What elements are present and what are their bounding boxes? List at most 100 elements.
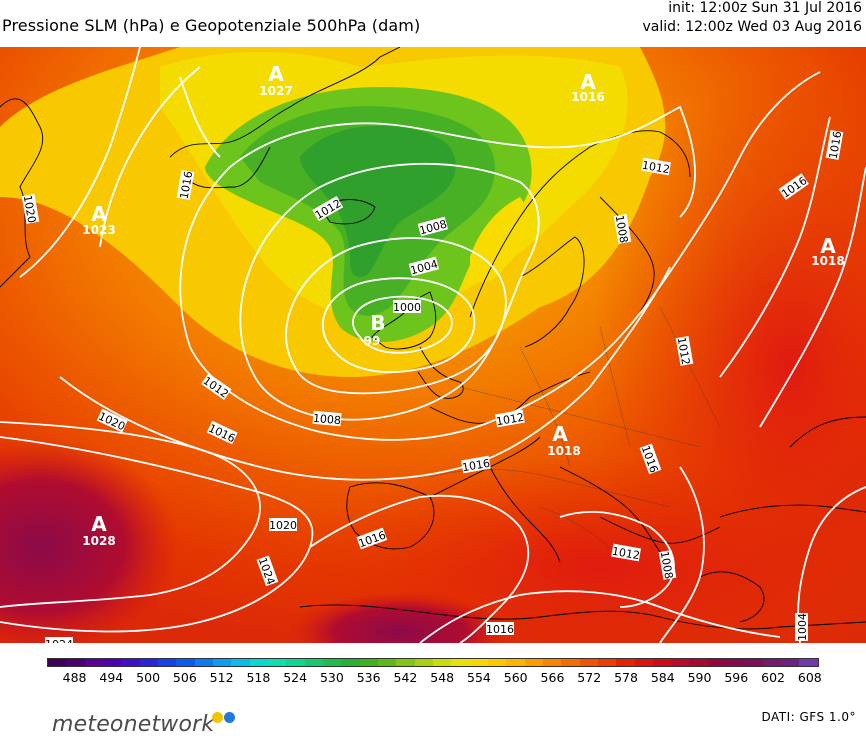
colorbar-tick-label: 548 — [430, 670, 455, 685]
isobar-label: 1012 — [675, 336, 693, 366]
logo-dot-yellow — [212, 712, 223, 723]
colorbar-swatch — [524, 659, 543, 666]
colorbar-swatch — [762, 659, 782, 666]
southwest-high-geopotential — [0, 437, 180, 643]
pressure-centers: A 1027 A 1016 A 1023 A 1018 B 99 A 1018 … — [82, 62, 844, 548]
isobar-label: 1004 — [796, 613, 809, 641]
colorbar-swatch — [689, 659, 708, 666]
colorbar-swatch — [84, 659, 103, 666]
colorbar-swatch — [726, 659, 745, 666]
isobar-label: 1012 — [495, 411, 525, 429]
colorbar-tick-label: 578 — [614, 670, 638, 685]
high-symbol: A — [268, 62, 284, 86]
isobar-label: 1016 — [486, 623, 514, 636]
colorbar-swatch — [781, 659, 800, 666]
colorbar-swatch — [671, 659, 690, 666]
colorbar-swatch — [249, 659, 268, 666]
isobar-label: 1016 — [461, 457, 491, 475]
colorbar-swatch — [341, 659, 360, 666]
center-value: 99 — [364, 334, 381, 348]
run-info: init: 12:00z Sun 31 Jul 2016 valid: 12:0… — [643, 0, 863, 37]
isobar-label: 1008 — [312, 412, 341, 427]
isobar-label: 1024 — [45, 638, 73, 643]
isobar-label: 1020 — [269, 519, 297, 532]
center-value: 1018 — [547, 444, 580, 458]
colorbar-swatch — [304, 659, 323, 666]
colorbar-swatch — [542, 659, 562, 666]
low-symbol: B — [370, 311, 385, 335]
colorbar-tick-label: 596 — [724, 670, 749, 685]
isobar-label: 1020 — [21, 194, 39, 224]
colorbar-swatch — [432, 659, 452, 666]
colorbar-swatch — [139, 659, 158, 666]
high-symbol: A — [580, 70, 596, 94]
center-value: 1027 — [259, 84, 292, 98]
colorbar-swatch — [102, 659, 122, 666]
colorbar-tick-label: 506 — [172, 670, 197, 685]
colorbar-swatch — [176, 659, 195, 666]
colorbar-swatch — [396, 659, 415, 666]
isobar-labels: 1016 1020 1012 1008 1004 1000 1012 1016 … — [21, 129, 845, 643]
colorbar-swatch — [744, 659, 763, 666]
isobar-label: 1012 — [611, 545, 641, 563]
chart-title: Pressione SLM (hPa) e Geopotenziale 500h… — [2, 16, 421, 35]
colorbar-tick-label: 512 — [209, 670, 234, 685]
colorbar-tick-label: 554 — [467, 670, 491, 685]
colorbar-tick-label: 530 — [319, 670, 344, 685]
colorbar-swatch — [267, 659, 287, 666]
isobars — [0, 47, 866, 643]
colorbar-swatch — [359, 659, 378, 666]
coastlines — [0, 47, 866, 630]
center-value: 1028 — [82, 534, 115, 548]
colorbar-tick-label: 590 — [687, 670, 712, 685]
colorbar-swatch — [597, 659, 617, 666]
high-symbol: A — [820, 234, 836, 258]
colorbar-swatch — [634, 659, 653, 666]
colorbar-swatch — [469, 659, 488, 666]
colorbar-swatch — [121, 659, 140, 666]
colorbar-tick-label: 584 — [650, 670, 675, 685]
init-time: init: 12:00z Sun 31 Jul 2016 — [668, 0, 862, 16]
colorbar-swatch — [66, 659, 85, 666]
center-value: 1018 — [811, 254, 844, 268]
isobar-label: 1012 — [641, 159, 671, 177]
valid-time: valid: 12:00z Wed 03 Aug 2016 — [642, 19, 863, 35]
colorbar-tick-label: 572 — [577, 670, 602, 685]
colorbar-swatch — [561, 659, 580, 666]
colorbar-swatch — [48, 659, 67, 666]
data-source: DATI: GFS 1.0° — [761, 710, 856, 724]
isobar-label: 1016 — [827, 130, 845, 160]
colorbar-tick-label: 488 — [62, 670, 87, 685]
colorbar-swatch — [286, 659, 305, 666]
colorbar-swatch — [322, 659, 342, 666]
isobar-label: 1008 — [658, 550, 676, 580]
colorbar-swatch — [652, 659, 672, 666]
norway-yellow — [470, 197, 528, 283]
colorbar-swatch — [414, 659, 433, 666]
isobar-label: 1008 — [613, 214, 631, 244]
high-symbol: A — [552, 422, 568, 446]
colorbar-tick-label: 602 — [761, 670, 785, 685]
colorbar-swatch — [212, 659, 232, 666]
colorbar-tick-label: 494 — [99, 670, 124, 685]
colorbar-tick-label: 500 — [136, 670, 161, 685]
colorbar-swatch — [707, 659, 727, 666]
weather-map: 1016 1020 1012 1008 1004 1000 1012 1016 … — [0, 47, 866, 643]
colorbar-swatch — [157, 659, 177, 666]
colorbar-tick-labels: 488 494 500 506 512 518 524 530 536 542 548 554 560 5… — [47, 670, 822, 686]
logo-dot-blue — [224, 712, 235, 723]
colorbar-swatch — [799, 659, 818, 666]
center-value: 1016 — [571, 90, 604, 104]
colorbar-tick-label: 566 — [540, 670, 565, 685]
colorbar-tick-label: 518 — [246, 670, 271, 685]
center-value: 1023 — [82, 223, 115, 237]
high-symbol: A — [91, 512, 107, 536]
colorbar-swatch — [579, 659, 598, 666]
high-symbol: A — [91, 202, 107, 226]
meteonetwork-logo: meteonetwork — [52, 712, 215, 737]
colorbar-swatch — [506, 659, 525, 666]
colorbar-tick-label: 536 — [356, 670, 381, 685]
colorbar-swatch — [616, 659, 635, 666]
colorbar — [47, 658, 819, 667]
colorbar-tick-label: 542 — [393, 670, 418, 685]
